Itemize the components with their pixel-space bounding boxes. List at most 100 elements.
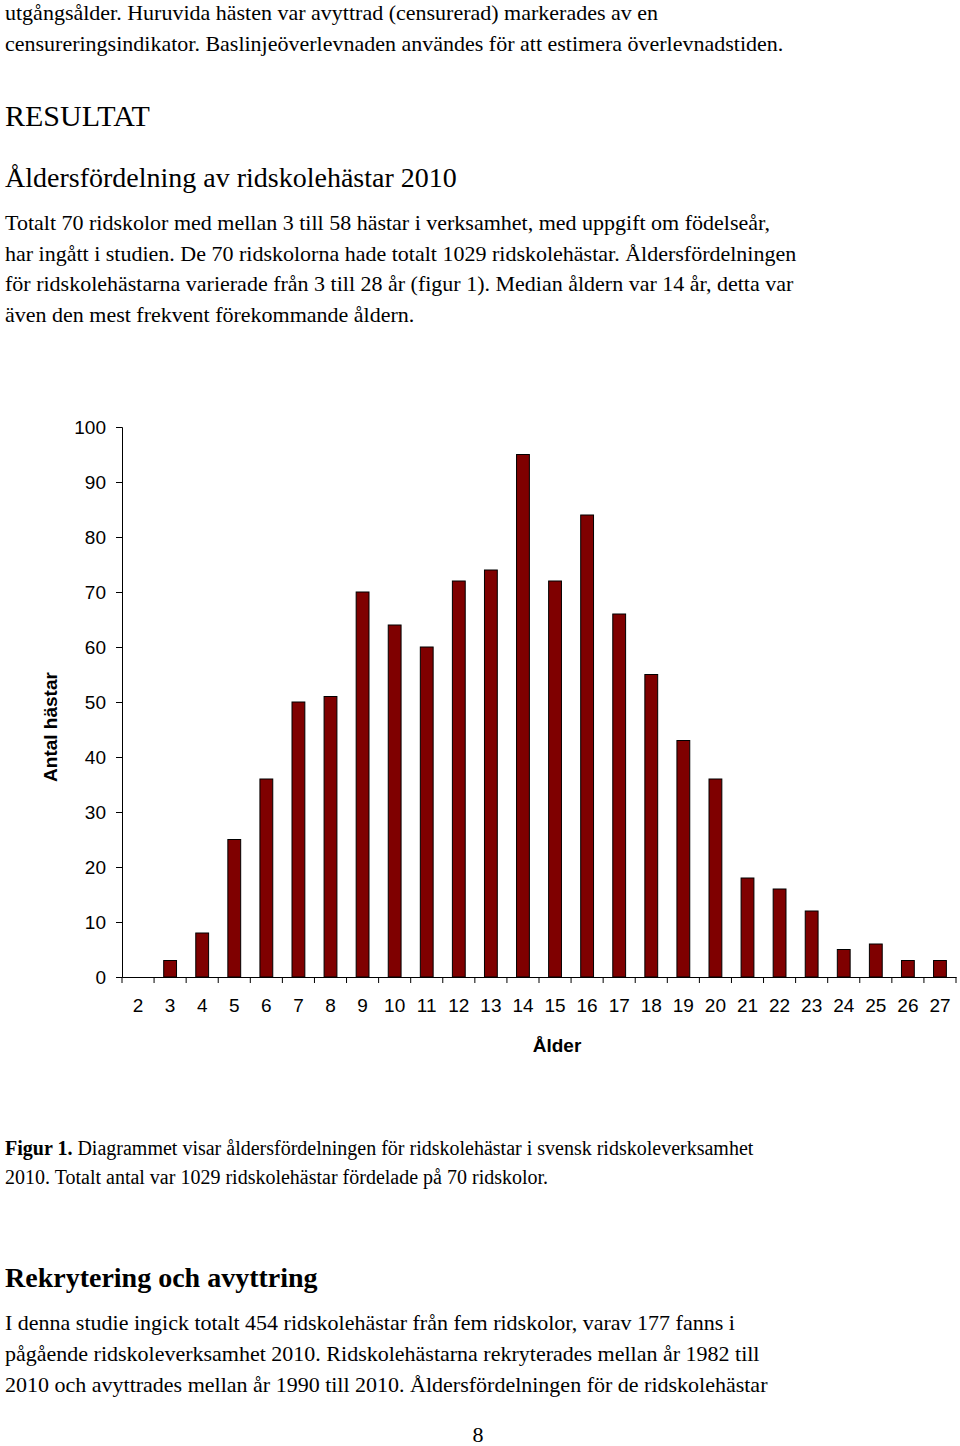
y-tick-label: 10 xyxy=(85,912,106,933)
x-tick-label: 10 xyxy=(384,995,405,1016)
bar xyxy=(549,581,562,977)
x-axis: 2345678910111213141516171819202122232425… xyxy=(122,977,957,1016)
x-divider-tick xyxy=(506,977,507,983)
x-divider-tick xyxy=(795,977,796,983)
x-tick: 12 xyxy=(448,977,469,1016)
chart: 0102030405060708090100234567891011121314… xyxy=(40,417,957,1056)
x-tick: 11 xyxy=(417,977,437,1016)
x-divider-tick xyxy=(442,977,443,983)
x-tick: 14 xyxy=(512,977,534,1016)
bar xyxy=(805,911,818,977)
x-divider-tick xyxy=(667,977,668,983)
body-text: Totalt 70 ridskolor med mellan 3 till 58… xyxy=(5,210,770,235)
bar xyxy=(164,961,177,978)
x-divider-tick xyxy=(186,977,187,983)
y-tick-mark xyxy=(116,867,122,868)
x-tick-label: 21 xyxy=(737,995,758,1016)
x-divider-tick xyxy=(154,977,155,983)
x-tick-label: 14 xyxy=(512,995,534,1016)
x-divider-tick xyxy=(891,977,892,983)
y-tick-label: 90 xyxy=(85,472,106,493)
x-divider-tick xyxy=(378,977,379,983)
x-divider-tick xyxy=(603,977,604,983)
x-tick-label: 19 xyxy=(673,995,694,1016)
y-tick: 10 xyxy=(85,912,122,933)
bar xyxy=(901,961,914,978)
x-tick: 20 xyxy=(705,977,726,1016)
x-tick: 16 xyxy=(577,977,598,1016)
x-tick-label: 13 xyxy=(480,995,501,1016)
x-tick-label: 8 xyxy=(325,995,336,1016)
x-tick: 24 xyxy=(833,977,855,1016)
x-tick-label: 23 xyxy=(801,995,822,1016)
y-tick-mark xyxy=(116,922,122,923)
x-divider-tick xyxy=(314,977,315,983)
x-tick: 9 xyxy=(357,977,368,1016)
y-tick: 30 xyxy=(85,802,122,823)
x-tick: 2 xyxy=(133,977,144,1016)
caption: Figur 1.Diagrammet visar åldersfördelnin… xyxy=(5,1137,754,1160)
x-tick: 4 xyxy=(197,977,208,1016)
x-tick: 10 xyxy=(384,977,405,1016)
x-tick: 18 xyxy=(641,977,662,1016)
y-tick: 40 xyxy=(85,747,122,768)
y-tick-mark xyxy=(116,757,122,758)
x-divider-tick xyxy=(122,977,123,983)
x-tick-label: 6 xyxy=(261,995,272,1016)
heading: Rekrytering och avyttring xyxy=(5,1262,318,1293)
x-divider-tick xyxy=(539,977,540,983)
x-divider-tick xyxy=(346,977,347,983)
x-tick: 25 xyxy=(865,977,886,1016)
y-tick-label: 70 xyxy=(85,582,106,603)
body-text: utgångsålder. Huruvida hästen var avyttr… xyxy=(5,0,658,25)
y-axis-title: Antal hästar xyxy=(40,671,61,781)
y-tick-mark xyxy=(116,702,122,703)
x-tick: 6 xyxy=(261,977,272,1016)
x-tick-label: 18 xyxy=(641,995,662,1016)
body-text: har ingått i studien. De 70 ridskolorna … xyxy=(5,241,796,266)
page-number: 8 xyxy=(473,1422,484,1446)
x-tick-label: 25 xyxy=(865,995,886,1016)
y-tick: 20 xyxy=(85,857,122,878)
bar xyxy=(837,950,850,978)
bar xyxy=(292,702,305,977)
y-tick-mark xyxy=(116,647,122,648)
caption-text: Diagrammet visar åldersfördelningen för … xyxy=(77,1137,753,1160)
x-divider-tick xyxy=(699,977,700,983)
bar xyxy=(869,944,882,977)
y-tick-mark xyxy=(116,977,122,978)
x-divider-tick xyxy=(923,977,924,983)
y-tick-label: 80 xyxy=(85,527,106,548)
x-tick: 17 xyxy=(609,977,630,1016)
y-tick-mark xyxy=(116,482,122,483)
x-tick-label: 24 xyxy=(833,995,855,1016)
bar xyxy=(581,515,594,977)
x-divider-tick xyxy=(731,977,732,983)
x-tick: 23 xyxy=(801,977,822,1016)
x-tick-label: 26 xyxy=(897,995,918,1016)
y-tick-mark xyxy=(116,812,122,813)
x-tick-label: 5 xyxy=(229,995,240,1016)
x-tick: 15 xyxy=(544,977,565,1016)
bar xyxy=(452,581,465,977)
y-axis: 0102030405060708090100 xyxy=(74,417,122,988)
x-tick-label: 22 xyxy=(769,995,790,1016)
y-tick: 60 xyxy=(85,637,122,658)
bar xyxy=(645,675,658,978)
x-tick-label: 17 xyxy=(609,995,630,1016)
x-tick: 22 xyxy=(769,977,790,1016)
y-tick: 50 xyxy=(85,692,122,713)
x-divider-tick xyxy=(827,977,828,983)
x-tick: 5 xyxy=(229,977,240,1016)
x-axis-title: Ålder xyxy=(533,1035,582,1056)
caption-text: 2010. Totalt antal var 1029 ridskolehäst… xyxy=(5,1166,548,1189)
bar xyxy=(709,779,722,977)
bar xyxy=(677,741,690,978)
x-tick-label: 16 xyxy=(577,995,598,1016)
x-tick: 26 xyxy=(897,977,918,1016)
bar xyxy=(773,889,786,977)
bars xyxy=(164,455,947,978)
x-divider-tick xyxy=(474,977,475,983)
body-text: för ridskolehästarna varierade från 3 ti… xyxy=(5,271,794,296)
body-text: pågående ridskoleverksamhet 2010. Ridsko… xyxy=(5,1341,759,1366)
